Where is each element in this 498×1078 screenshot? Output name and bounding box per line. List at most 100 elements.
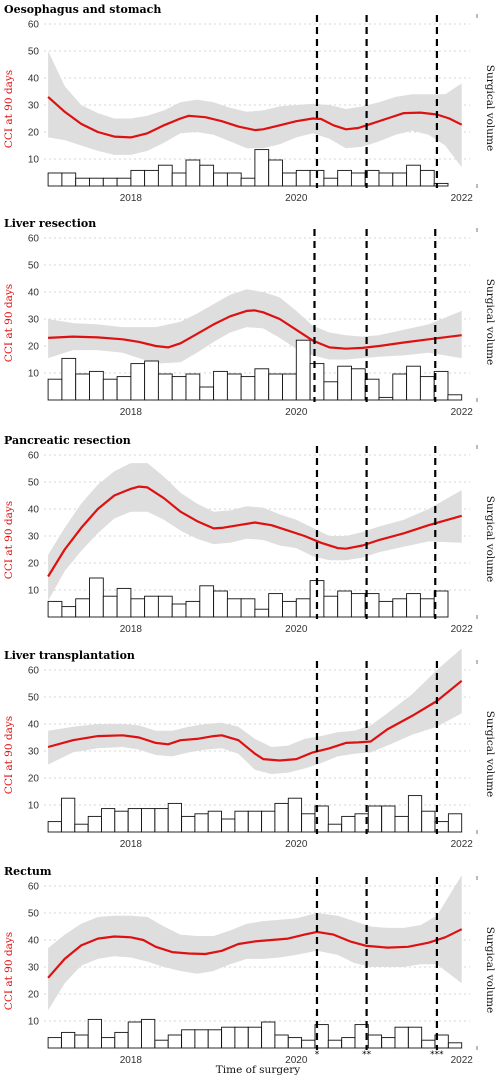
y-tick-label: 10 bbox=[28, 1017, 40, 1028]
volume-bar bbox=[47, 378, 63, 401]
y-tick-label: 10 bbox=[28, 369, 40, 380]
volume-bar bbox=[301, 813, 316, 833]
volume-bar bbox=[447, 394, 463, 401]
volume-bar bbox=[367, 805, 383, 833]
y-tick-label: 60 bbox=[28, 20, 40, 31]
y-tick-label: 40 bbox=[28, 288, 40, 299]
y-axis-title: CCI at 90 days bbox=[3, 501, 15, 579]
volume-bar bbox=[185, 600, 201, 618]
volume-bar bbox=[447, 813, 463, 833]
y-axis-title: CCI at 90 days bbox=[3, 284, 15, 362]
volume-bar bbox=[323, 177, 339, 187]
y-tick-label: 40 bbox=[28, 74, 40, 85]
volume-bar bbox=[47, 1037, 62, 1049]
x-tick-label: 2018 bbox=[120, 407, 143, 418]
volume-bar bbox=[407, 1026, 423, 1049]
volume-bar bbox=[419, 169, 435, 187]
volume-bar bbox=[74, 823, 89, 833]
y-tick-label: 30 bbox=[28, 101, 40, 112]
confidence-band bbox=[48, 289, 462, 364]
y-tick-label: 20 bbox=[28, 342, 40, 353]
volume-bar bbox=[406, 365, 421, 401]
volume-bar bbox=[74, 1034, 89, 1049]
y-axis-title: CCI at 90 days bbox=[3, 716, 15, 794]
volume-bar bbox=[194, 1029, 209, 1049]
volume-bar bbox=[295, 339, 311, 401]
volume-bar bbox=[337, 169, 352, 187]
volume-bar bbox=[261, 1021, 276, 1049]
volume-bar bbox=[421, 810, 436, 833]
volume-bar bbox=[240, 598, 256, 618]
x-tick-label: 2022 bbox=[451, 1055, 474, 1066]
confidence-band bbox=[48, 463, 462, 601]
y-tick-label: 50 bbox=[28, 47, 40, 58]
volume-bar bbox=[350, 172, 366, 187]
volume-bar bbox=[323, 595, 339, 618]
volume-bar bbox=[274, 802, 289, 833]
volume-bar bbox=[301, 1039, 316, 1049]
volume-bar bbox=[61, 606, 77, 618]
panels: Oesophagus and stomach 10 20 30 40 50 60 2018 20… bbox=[3, 3, 496, 1066]
panel-title: Pancreatic resection bbox=[4, 434, 131, 447]
x-tick-label: 2022 bbox=[451, 407, 474, 418]
y-tick-label: 40 bbox=[28, 505, 40, 516]
volume-bar bbox=[127, 808, 142, 833]
volume-bar bbox=[378, 172, 394, 187]
volume-bar bbox=[226, 598, 242, 618]
y-tick-label: 50 bbox=[28, 478, 40, 489]
volume-bar bbox=[314, 1024, 329, 1049]
x-tick-label: 2018 bbox=[120, 193, 143, 204]
volume-bar bbox=[419, 598, 435, 618]
volume-bar bbox=[254, 608, 270, 618]
volume-bar bbox=[234, 810, 249, 833]
x-tick-label: 2022 bbox=[451, 624, 474, 635]
volume-bar bbox=[47, 172, 63, 187]
volume-bar bbox=[171, 603, 187, 618]
volume-bar bbox=[199, 585, 215, 618]
volume-bar bbox=[116, 376, 132, 401]
y-tick-label: 20 bbox=[28, 774, 40, 785]
volume-bar bbox=[419, 376, 435, 401]
volume-bar bbox=[421, 1039, 436, 1049]
volume-bar bbox=[47, 821, 62, 833]
x-tick-label: 2018 bbox=[120, 839, 143, 850]
volume-bar bbox=[337, 590, 352, 618]
x-tick-label: 2018 bbox=[120, 624, 143, 635]
x-tick-label: 2020 bbox=[285, 407, 308, 418]
cci-trend-line bbox=[47, 928, 463, 979]
volume-bar bbox=[181, 1029, 196, 1049]
volume-bar bbox=[101, 808, 116, 833]
volume-bar bbox=[381, 1037, 396, 1049]
volume-bar bbox=[89, 577, 104, 618]
volume-bar bbox=[341, 815, 356, 833]
volume-bar bbox=[114, 810, 129, 833]
volume-bar bbox=[234, 1026, 249, 1049]
volume-bar bbox=[406, 164, 421, 187]
volume-bar bbox=[61, 357, 77, 401]
volume-bar bbox=[221, 1026, 236, 1049]
panel-4: Liver transplantation 10 20 30 40 50 60 2018 202… bbox=[3, 648, 496, 850]
period-marker: * bbox=[315, 1050, 320, 1060]
volume-bar bbox=[309, 580, 325, 618]
y-tick-label: 10 bbox=[28, 586, 40, 597]
volume-bar bbox=[157, 164, 173, 187]
volume-bar bbox=[75, 598, 90, 618]
volume-bar bbox=[240, 376, 256, 401]
y-axis-title: CCI at 90 days bbox=[3, 70, 15, 148]
volume-bar bbox=[314, 805, 329, 833]
volume-bar bbox=[194, 813, 209, 833]
volume-bar bbox=[157, 595, 173, 618]
y-tick-label: 10 bbox=[28, 801, 40, 812]
volume-bar bbox=[207, 1029, 222, 1049]
volume-bar bbox=[394, 1026, 409, 1049]
volume-bar bbox=[406, 593, 421, 618]
volume-bar bbox=[323, 381, 339, 401]
volume-bar bbox=[247, 810, 263, 833]
y-tick-label: 30 bbox=[28, 315, 40, 326]
y-tick-label: 40 bbox=[28, 720, 40, 731]
y-tick-label: 40 bbox=[28, 936, 40, 947]
volume-bar bbox=[185, 373, 201, 401]
volume-bar bbox=[268, 593, 283, 618]
volume-bar bbox=[213, 370, 228, 401]
y2-axis-title: Surgical volume bbox=[484, 711, 496, 797]
